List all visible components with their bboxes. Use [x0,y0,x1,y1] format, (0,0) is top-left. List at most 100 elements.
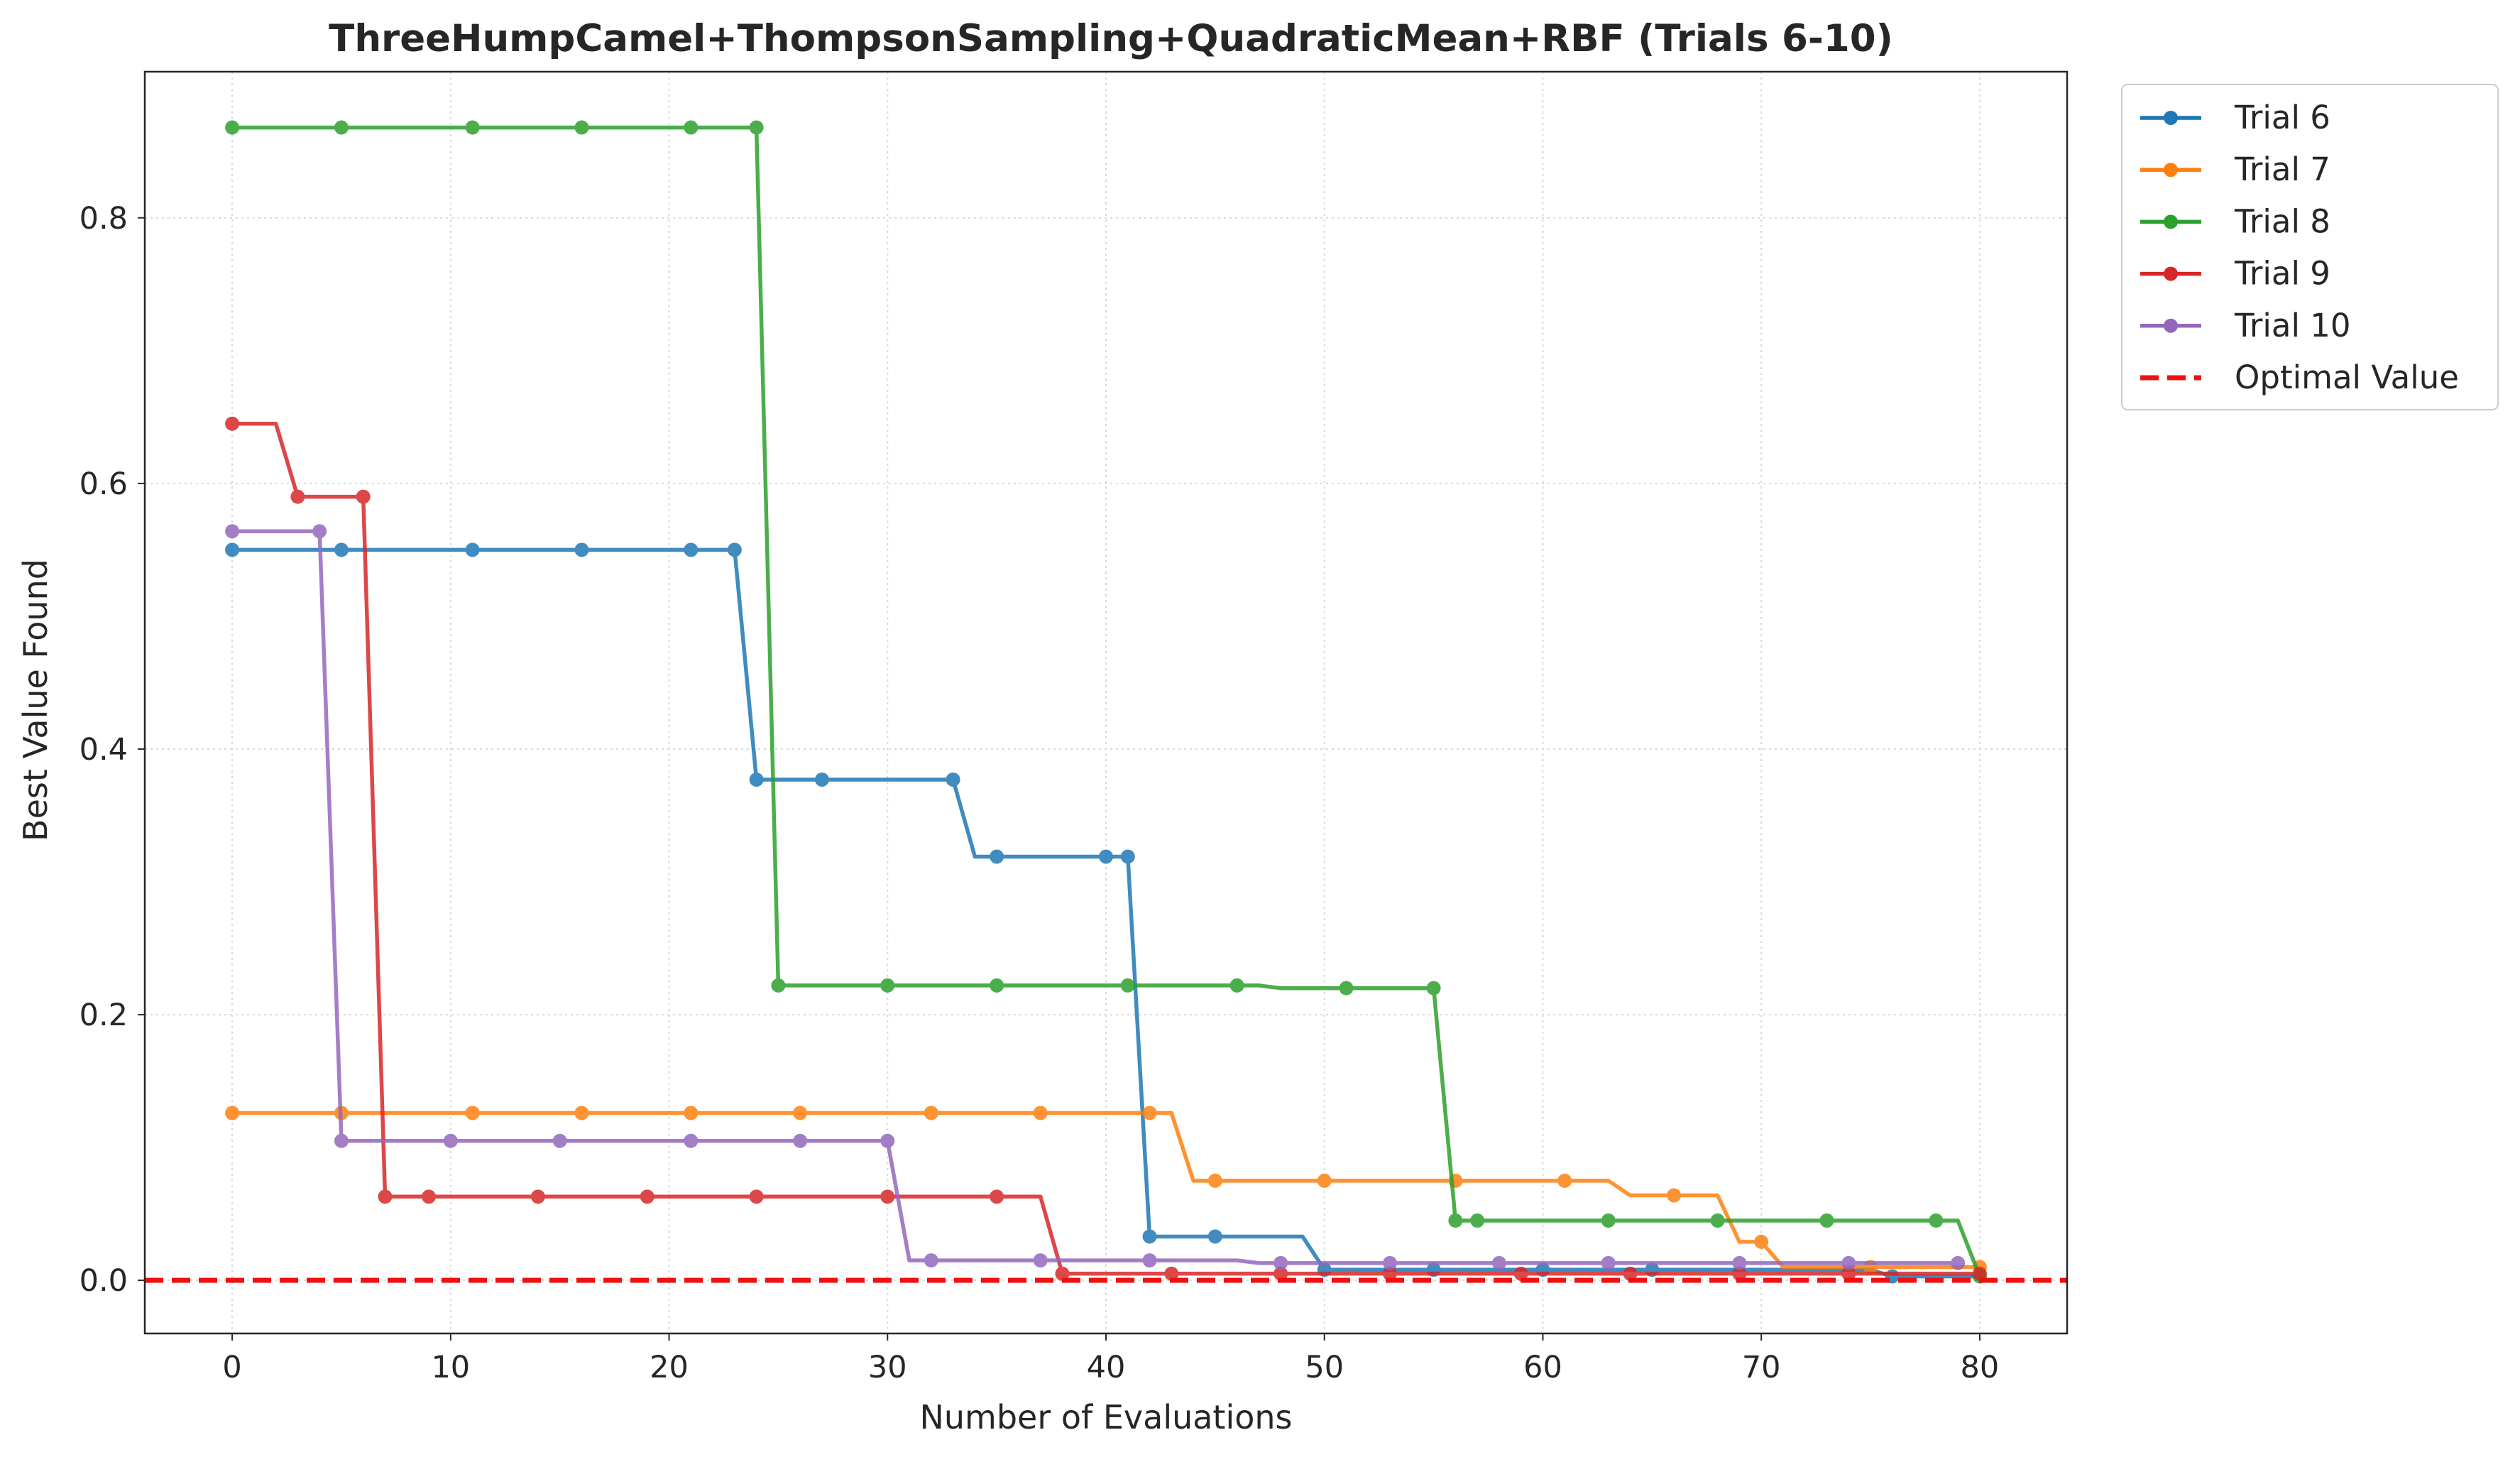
data-point-trial-7 [1033,1106,1048,1120]
data-point-trial-10 [225,524,240,539]
data-point-trial-10 [552,1133,567,1148]
legend-item-trial-10: Trial 10 [2140,307,2351,344]
data-point-trial-7 [1142,1106,1157,1120]
x-tick-label: 50 [1305,1350,1344,1385]
ticks: 0 10 20 30 40 50 60 70 80 0.0 0.2 0.4 0.6 0.8 [80,201,2000,1385]
x-tick-label: 40 [1087,1350,1126,1385]
legend-item-trial-6: Trial 6 [2140,99,2330,136]
data-point-trial-9 [1732,1266,1747,1281]
data-point-trial-9 [749,1189,764,1204]
data-point-trial-10 [1491,1255,1506,1270]
data-point-trial-9 [356,489,371,504]
data-point-trial-6 [225,542,240,557]
x-tick-label: 80 [1961,1350,2000,1385]
data-point-trial-10 [880,1133,895,1148]
data-point-trial-7 [684,1106,699,1120]
data-point-trial-10 [1383,1255,1398,1270]
data-point-trial-8 [225,120,240,135]
data-point-trial-8 [465,120,480,135]
legend-label: Trial 6 [2234,99,2330,136]
data-point-trial-10 [443,1133,458,1148]
data-point-trial-6 [1120,849,1135,864]
data-point-trial-8 [990,978,1004,993]
x-tick-label: 30 [868,1350,907,1385]
data-point-trial-9 [1383,1266,1398,1281]
legend-swatch-marker [2164,111,2178,125]
legend-label: Trial 10 [2234,307,2351,344]
data-point-trial-10 [1951,1255,1966,1270]
data-point-trial-7 [1667,1188,1682,1203]
legend-item-trial-7: Trial 7 [2140,151,2330,188]
data-point-trial-10 [1732,1255,1747,1270]
x-tick-label: 70 [1742,1350,1781,1385]
data-point-trial-10 [684,1133,699,1148]
y-tick-label: 0.0 [80,1263,128,1299]
data-point-trial-6 [946,772,960,787]
x-tick-label: 60 [1523,1350,1562,1385]
data-point-trial-10 [1033,1253,1048,1268]
data-point-trial-10 [1841,1255,1856,1270]
data-point-trial-9 [1623,1266,1638,1281]
data-point-trial-6 [749,772,764,787]
data-point-trial-6 [1099,849,1113,864]
y-tick-label: 0.2 [80,998,128,1033]
legend-swatch-marker [2164,214,2178,229]
data-point-trial-6 [684,542,699,557]
data-point-trial-7 [465,1106,480,1120]
legend: Trial 6 Trial 7 Trial 8 Trial 9 Trial 10 Opti… [2121,84,2499,410]
series-line-trial-10 [232,529,1959,1265]
data-point-trial-9 [530,1189,545,1204]
data-point-trial-8 [1929,1213,1944,1228]
x-tick-label: 20 [650,1350,689,1385]
data-point-trial-6 [990,849,1004,864]
data-point-trial-8 [1120,978,1135,993]
legend-item-trial-8: Trial 8 [2140,202,2330,240]
legend-swatch-marker [2164,266,2178,281]
data-point-trial-8 [574,120,589,135]
data-point-trial-8 [1601,1213,1616,1228]
data-point-trial-9 [1055,1266,1070,1281]
data-point-trial-10 [1142,1253,1157,1268]
data-point-trial-6 [465,542,480,557]
x-tick-label: 0 [222,1350,241,1385]
data-point-trial-6 [1207,1229,1222,1244]
data-point-trial-10 [1273,1255,1288,1270]
data-point-trial-7 [1207,1173,1222,1188]
legend-swatch-marker [2164,163,2178,178]
series-layer [145,120,2067,1284]
data-point-trial-8 [1426,981,1441,995]
data-point-trial-9 [378,1189,393,1204]
data-point-trial-10 [924,1253,938,1268]
series-trial-10 [225,524,1966,1270]
legend-box [2121,84,2499,410]
data-point-trial-9 [1513,1266,1528,1281]
legend-item-optimal-value: Optimal Value [2140,359,2459,396]
data-point-trial-7 [1317,1173,1332,1188]
data-point-trial-10 [1601,1255,1616,1270]
data-point-trial-9 [640,1189,654,1204]
data-point-trial-10 [793,1133,808,1148]
data-point-trial-8 [1819,1213,1834,1228]
data-point-trial-8 [684,120,699,135]
data-point-trial-7 [1557,1173,1572,1188]
data-point-trial-8 [1448,1213,1463,1228]
x-axis-label: Number of Evaluations [919,1398,1292,1436]
data-point-trial-10 [334,1133,349,1148]
data-point-trial-9 [225,416,240,431]
legend-swatch-marker [2164,318,2178,333]
y-tick-label: 0.4 [80,732,128,768]
data-point-trial-7 [924,1106,938,1120]
legend-label: Trial 8 [2234,202,2330,240]
data-point-trial-6 [334,542,349,557]
data-point-trial-9 [880,1189,895,1204]
data-point-trial-8 [334,120,349,135]
data-point-trial-9 [290,489,305,504]
data-point-trial-9 [422,1189,437,1204]
legend-label: Trial 9 [2234,255,2330,293]
data-point-trial-8 [749,120,764,135]
data-point-trial-7 [225,1106,240,1120]
data-point-trial-6 [727,542,742,557]
data-point-trial-6 [814,772,829,787]
data-point-trial-8 [1470,1213,1485,1228]
